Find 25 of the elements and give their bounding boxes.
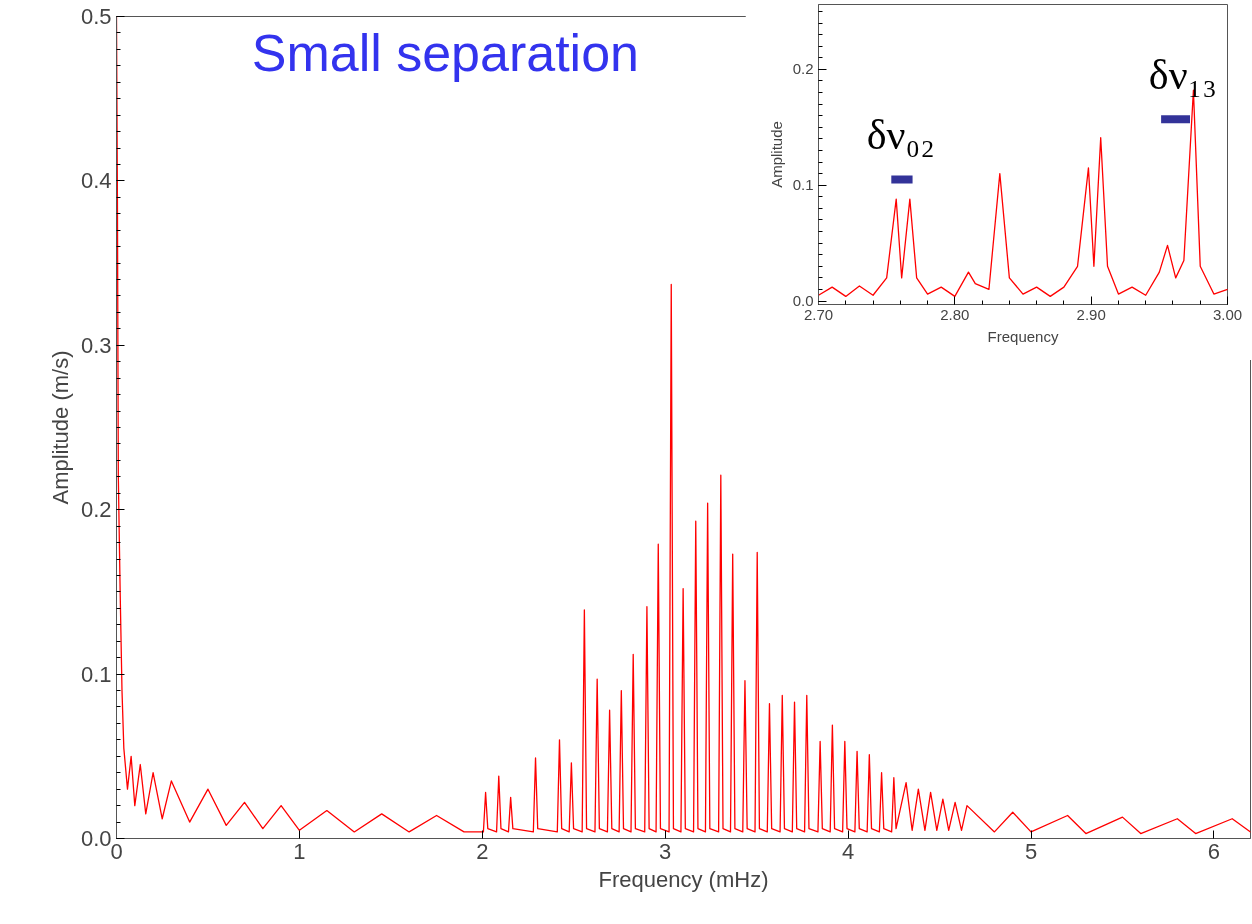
y-tick-label: 0.2 (792, 60, 814, 78)
x-tick-label: 2.90 (1076, 305, 1106, 323)
x-tick-label: 6 (1207, 838, 1221, 864)
x-tick-label: 2 (476, 838, 489, 864)
x-axis-title: Frequency (mHz) (598, 866, 769, 892)
x-tick-label: 1 (293, 838, 306, 864)
y-tick-label: 0.1 (792, 176, 814, 194)
x-tick-label: 5 (1024, 838, 1038, 864)
y-axis-title: Amplitude (767, 121, 785, 188)
y-tick-label: 0.0 (80, 826, 112, 851)
y-tick-label: 0.3 (80, 332, 112, 358)
annotation: δν₀₂ (866, 112, 935, 159)
y-axis-title: Amplitude (m/s) (47, 350, 73, 505)
x-tick-label: 0 (110, 838, 123, 864)
chart-title: Small separation (251, 24, 640, 83)
y-tick-label: 0.4 (80, 168, 112, 194)
x-tick-label: 2.80 (940, 305, 970, 323)
y-tick-label: 0.2 (80, 497, 112, 523)
x-axis-title: Frequency (987, 327, 1059, 345)
annotation: δν₁₃ (1148, 52, 1217, 99)
y-tick-label: 0.5 (80, 4, 112, 29)
x-tick-label: 4 (842, 838, 855, 864)
y-tick-label: 0.1 (80, 661, 112, 687)
x-tick-label: 3 (659, 838, 672, 864)
x-tick-label: 3.00 (1212, 305, 1243, 323)
